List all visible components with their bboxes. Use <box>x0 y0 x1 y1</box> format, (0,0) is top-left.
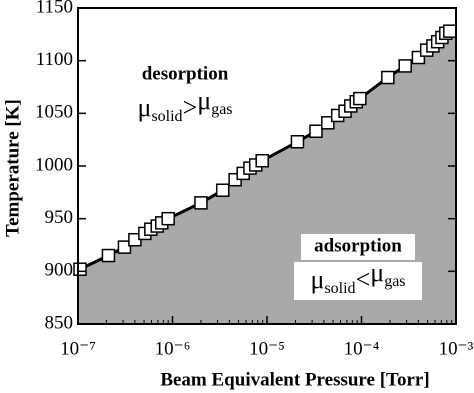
data-point <box>73 262 87 276</box>
annotation-bg <box>301 234 415 260</box>
data-point <box>398 59 412 73</box>
data-point <box>381 70 395 85</box>
annotation-title: desorption <box>142 63 229 84</box>
x-tick-label: 10⁻⁷ <box>60 338 96 359</box>
data-point <box>290 135 305 149</box>
equation-symbol: μ <box>197 86 211 115</box>
data-point <box>443 24 457 38</box>
annotation-equation: μsolid<μgas <box>310 258 405 297</box>
equation-subscript: solid <box>324 280 355 297</box>
data-point <box>255 153 269 168</box>
data-point <box>215 183 230 197</box>
x-axis-label: Beam Equivalent Pressure [Torr] <box>160 369 429 390</box>
data-point <box>353 91 367 106</box>
y-tick-label: 1100 <box>36 49 73 70</box>
annotation-title: adsorption <box>314 235 402 256</box>
data-point <box>101 248 116 263</box>
y-tick-label: 1000 <box>35 154 73 175</box>
equation-subscript: gas <box>211 101 232 118</box>
y-tick-label: 950 <box>45 207 74 228</box>
equation-symbol: < <box>356 265 371 294</box>
equation-symbol: μ <box>137 93 151 122</box>
equation-symbol: μ <box>310 265 324 294</box>
data-point <box>117 240 132 254</box>
equation-subscript: solid <box>151 108 182 125</box>
equation-subscript: gas <box>384 273 405 290</box>
y-tick-label: 1150 <box>36 0 73 17</box>
x-tick-label: 10⁻⁵ <box>249 338 285 359</box>
y-axis-label: Temperature [K] <box>2 99 23 237</box>
y-tick-label: 1050 <box>35 102 73 123</box>
data-point <box>309 124 323 138</box>
equation-symbol: > <box>183 93 198 122</box>
x-tick-label: 10⁻⁶ <box>155 338 191 359</box>
data-point <box>321 116 335 130</box>
equation-symbol: μ <box>370 258 384 287</box>
y-tick-label: 900 <box>45 260 74 281</box>
data-point <box>161 211 175 226</box>
x-tick-label: 10⁻³ <box>439 338 474 359</box>
annotation-equation: μsolid>μgas <box>137 86 232 125</box>
data-point <box>194 196 208 210</box>
annotation-bg <box>294 262 422 300</box>
y-tick-label: 850 <box>45 312 74 333</box>
x-tick-label: 10⁻⁴ <box>344 338 380 359</box>
